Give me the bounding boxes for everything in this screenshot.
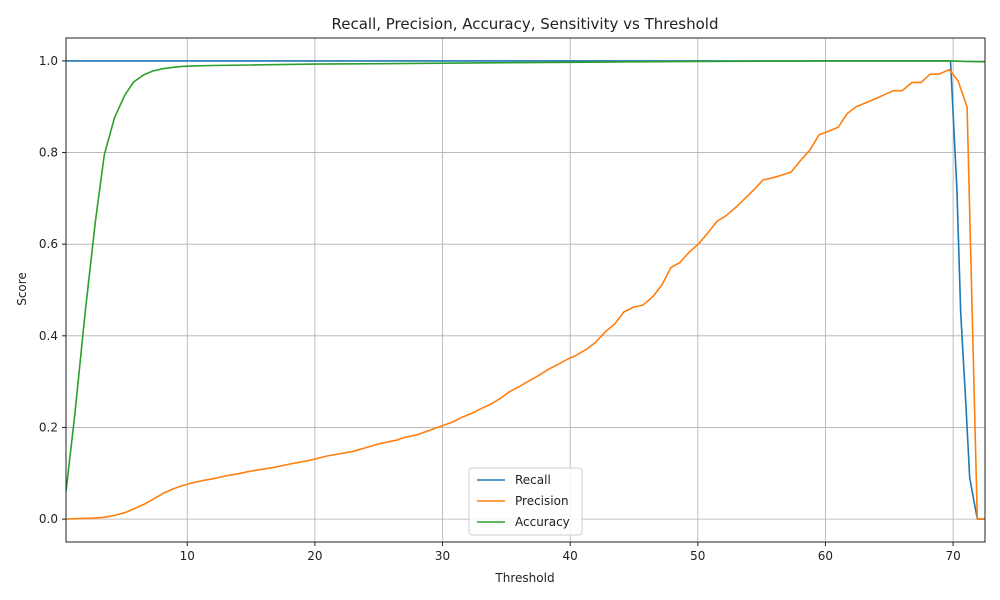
x-axis: 10 20 30 40 50 60 70	[180, 542, 961, 563]
series-line-recall	[66, 60, 985, 520]
x-axis-title: Threshold	[494, 571, 554, 585]
legend-box	[468, 467, 583, 536]
y-tick-label: 0.6	[39, 237, 58, 251]
series-layer	[66, 60, 985, 520]
x-tick-label: 30	[435, 549, 450, 563]
x-tick-label: 20	[307, 549, 322, 563]
legend-label-recall: Recall	[515, 473, 551, 487]
legend-label-precision: Precision	[515, 494, 569, 508]
x-tick-label: 10	[180, 549, 195, 563]
y-tick-label: 1.0	[39, 54, 58, 68]
chart-title: Recall, Precision, Accuracy, Sensitivity…	[331, 15, 718, 33]
x-tick-label: 50	[690, 549, 705, 563]
y-axis: 0.0 0.2 0.4 0.6 0.8 1.0	[39, 54, 66, 526]
x-tick-label: 70	[945, 549, 960, 563]
y-tick-label: 0.8	[39, 146, 58, 160]
y-tick-label: 0.2	[39, 420, 58, 434]
y-tick-label: 0.0	[39, 512, 58, 526]
x-tick-label: 60	[818, 549, 833, 563]
plot-frame	[65, 37, 986, 543]
legend: Recall Precision Accuracy	[468, 467, 583, 536]
series-line-precision	[66, 68, 985, 520]
series-line-accuracy	[66, 60, 985, 492]
legend-label-accuracy: Accuracy	[515, 515, 570, 529]
y-axis-title: Score	[15, 272, 29, 306]
x-tick-label: 40	[563, 549, 578, 563]
y-tick-label: 0.4	[39, 329, 58, 343]
